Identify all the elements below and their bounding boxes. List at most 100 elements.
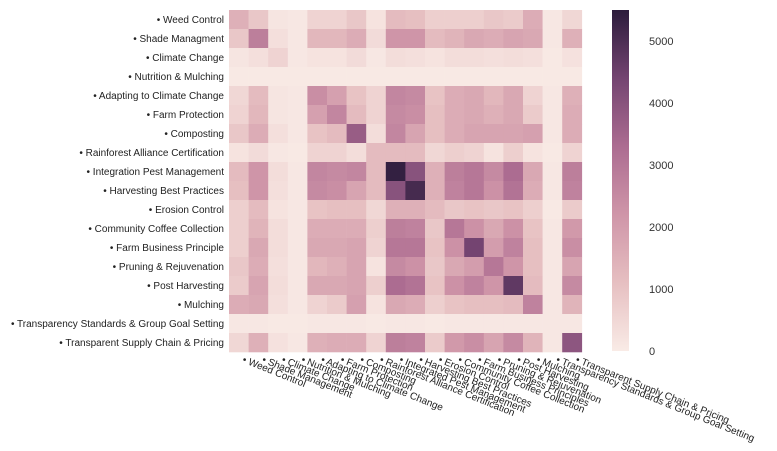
- heatmap-cell: [523, 10, 543, 30]
- heatmap-cell: [385, 143, 406, 163]
- heatmap-cell: [503, 238, 524, 258]
- heatmap-cell: [444, 67, 465, 87]
- heatmap-cell: [405, 48, 426, 68]
- heatmap-cell: [229, 276, 249, 296]
- heatmap-cell: [307, 105, 328, 125]
- y-tick-label: • Harvesting Best Practices: [103, 186, 224, 197]
- heatmap-cell: [562, 86, 583, 106]
- heatmap-cell: [287, 67, 308, 87]
- heatmap-cell: [444, 314, 465, 334]
- heatmap-cell: [405, 257, 426, 277]
- heatmap-cell: [366, 219, 387, 239]
- heatmap-cell: [503, 219, 524, 239]
- heatmap-cell: [268, 181, 289, 201]
- heatmap-cell: [542, 314, 563, 334]
- heatmap-cell: [346, 86, 367, 106]
- heatmap-cell: [287, 200, 308, 220]
- heatmap-cell: [268, 143, 289, 163]
- heatmap-cell: [248, 10, 269, 30]
- heatmap-cell: [385, 276, 406, 296]
- heatmap-cell: [268, 10, 289, 30]
- heatmap-cell: [346, 219, 367, 239]
- heatmap-cell: [346, 105, 367, 125]
- heatmap-cell: [268, 238, 289, 258]
- colorbar-tick-label: 2000: [649, 222, 673, 234]
- heatmap-cell: [483, 29, 504, 49]
- heatmap-cell: [268, 219, 289, 239]
- heatmap-cell: [444, 295, 465, 315]
- heatmap-cell: [464, 86, 485, 106]
- heatmap-cell: [444, 48, 465, 68]
- heatmap-cell: [385, 314, 406, 334]
- heatmap-cell: [542, 181, 563, 201]
- heatmap-cell: [385, 200, 406, 220]
- heatmap-cell: [229, 257, 249, 277]
- heatmap-cell: [425, 219, 445, 239]
- heatmap-cell: [268, 295, 289, 315]
- heatmap-cell: [366, 276, 387, 296]
- x-axis-labels: • Weed Control• Shade Management• Climat…: [241, 355, 756, 445]
- heatmap-cell: [464, 181, 485, 201]
- y-tick-label: • Shade Managment: [133, 34, 224, 45]
- heatmap-cell: [542, 86, 563, 106]
- heatmap-cell: [425, 314, 445, 334]
- heatmap-cell: [562, 181, 583, 201]
- heatmap-cell: [385, 86, 406, 106]
- heatmap-cell: [425, 143, 445, 163]
- heatmap-cell: [542, 67, 563, 87]
- heatmap-cell: [483, 105, 504, 125]
- heatmap-cell: [327, 67, 347, 87]
- heatmap-cell: [542, 48, 563, 68]
- heatmap-cell: [503, 124, 524, 144]
- heatmap-cell: [483, 219, 504, 239]
- heatmap-cell: [268, 333, 289, 353]
- y-tick-label: • Pruning & Rejuvenation: [113, 262, 224, 273]
- heatmap-cell: [268, 67, 289, 87]
- heatmap-cell: [523, 162, 543, 182]
- heatmap-cell: [444, 143, 465, 163]
- heatmap-cell: [327, 29, 347, 49]
- heatmap-cell: [307, 333, 328, 353]
- heatmap-cell: [483, 200, 504, 220]
- y-tick-label: • Rainforest Alliance Certification: [79, 148, 224, 159]
- heatmap-cell: [385, 105, 406, 125]
- colorbar: [612, 10, 629, 351]
- y-tick-label: • Climate Change: [146, 53, 224, 64]
- y-tick-label: • Integration Pest Management: [87, 167, 225, 178]
- heatmap-cell: [366, 238, 387, 258]
- heatmap-cell: [425, 162, 445, 182]
- heatmap-cell: [503, 200, 524, 220]
- heatmap-cell: [542, 105, 563, 125]
- heatmap-cell: [248, 238, 269, 258]
- heatmap-cell: [483, 162, 504, 182]
- heatmap-cell: [483, 86, 504, 106]
- heatmap-cell: [483, 314, 504, 334]
- heatmap-cell: [248, 219, 269, 239]
- heatmap-cell: [444, 10, 465, 30]
- heatmap-cell: [483, 276, 504, 296]
- heatmap-cell: [287, 124, 308, 144]
- heatmap-cell: [327, 238, 347, 258]
- heatmap-cell: [562, 295, 583, 315]
- heatmap-cell: [464, 219, 485, 239]
- colorbar-gradient: [612, 10, 629, 351]
- heatmap-cell: [248, 143, 269, 163]
- heatmap-cell: [346, 124, 367, 144]
- heatmap-cell: [346, 29, 367, 49]
- heatmap-cell: [562, 219, 583, 239]
- heatmap-cell: [503, 333, 524, 353]
- heatmap-cell: [327, 143, 347, 163]
- heatmap-cell: [503, 257, 524, 277]
- heatmap-cell: [346, 48, 367, 68]
- colorbar-ticks: 0 1000 2000 3000 4000 5000: [649, 36, 673, 358]
- heatmap-cell: [523, 295, 543, 315]
- heatmap-cell: [307, 67, 328, 87]
- heatmap-cell: [229, 67, 249, 87]
- y-tick-label: • Adapting to Climate Change: [93, 91, 224, 102]
- heatmap-cell: [385, 29, 406, 49]
- heatmap-cell: [327, 333, 347, 353]
- heatmap-cell: [444, 200, 465, 220]
- heatmap-cell: [385, 67, 406, 87]
- heatmap-cell: [405, 67, 426, 87]
- heatmap-cell: [366, 124, 387, 144]
